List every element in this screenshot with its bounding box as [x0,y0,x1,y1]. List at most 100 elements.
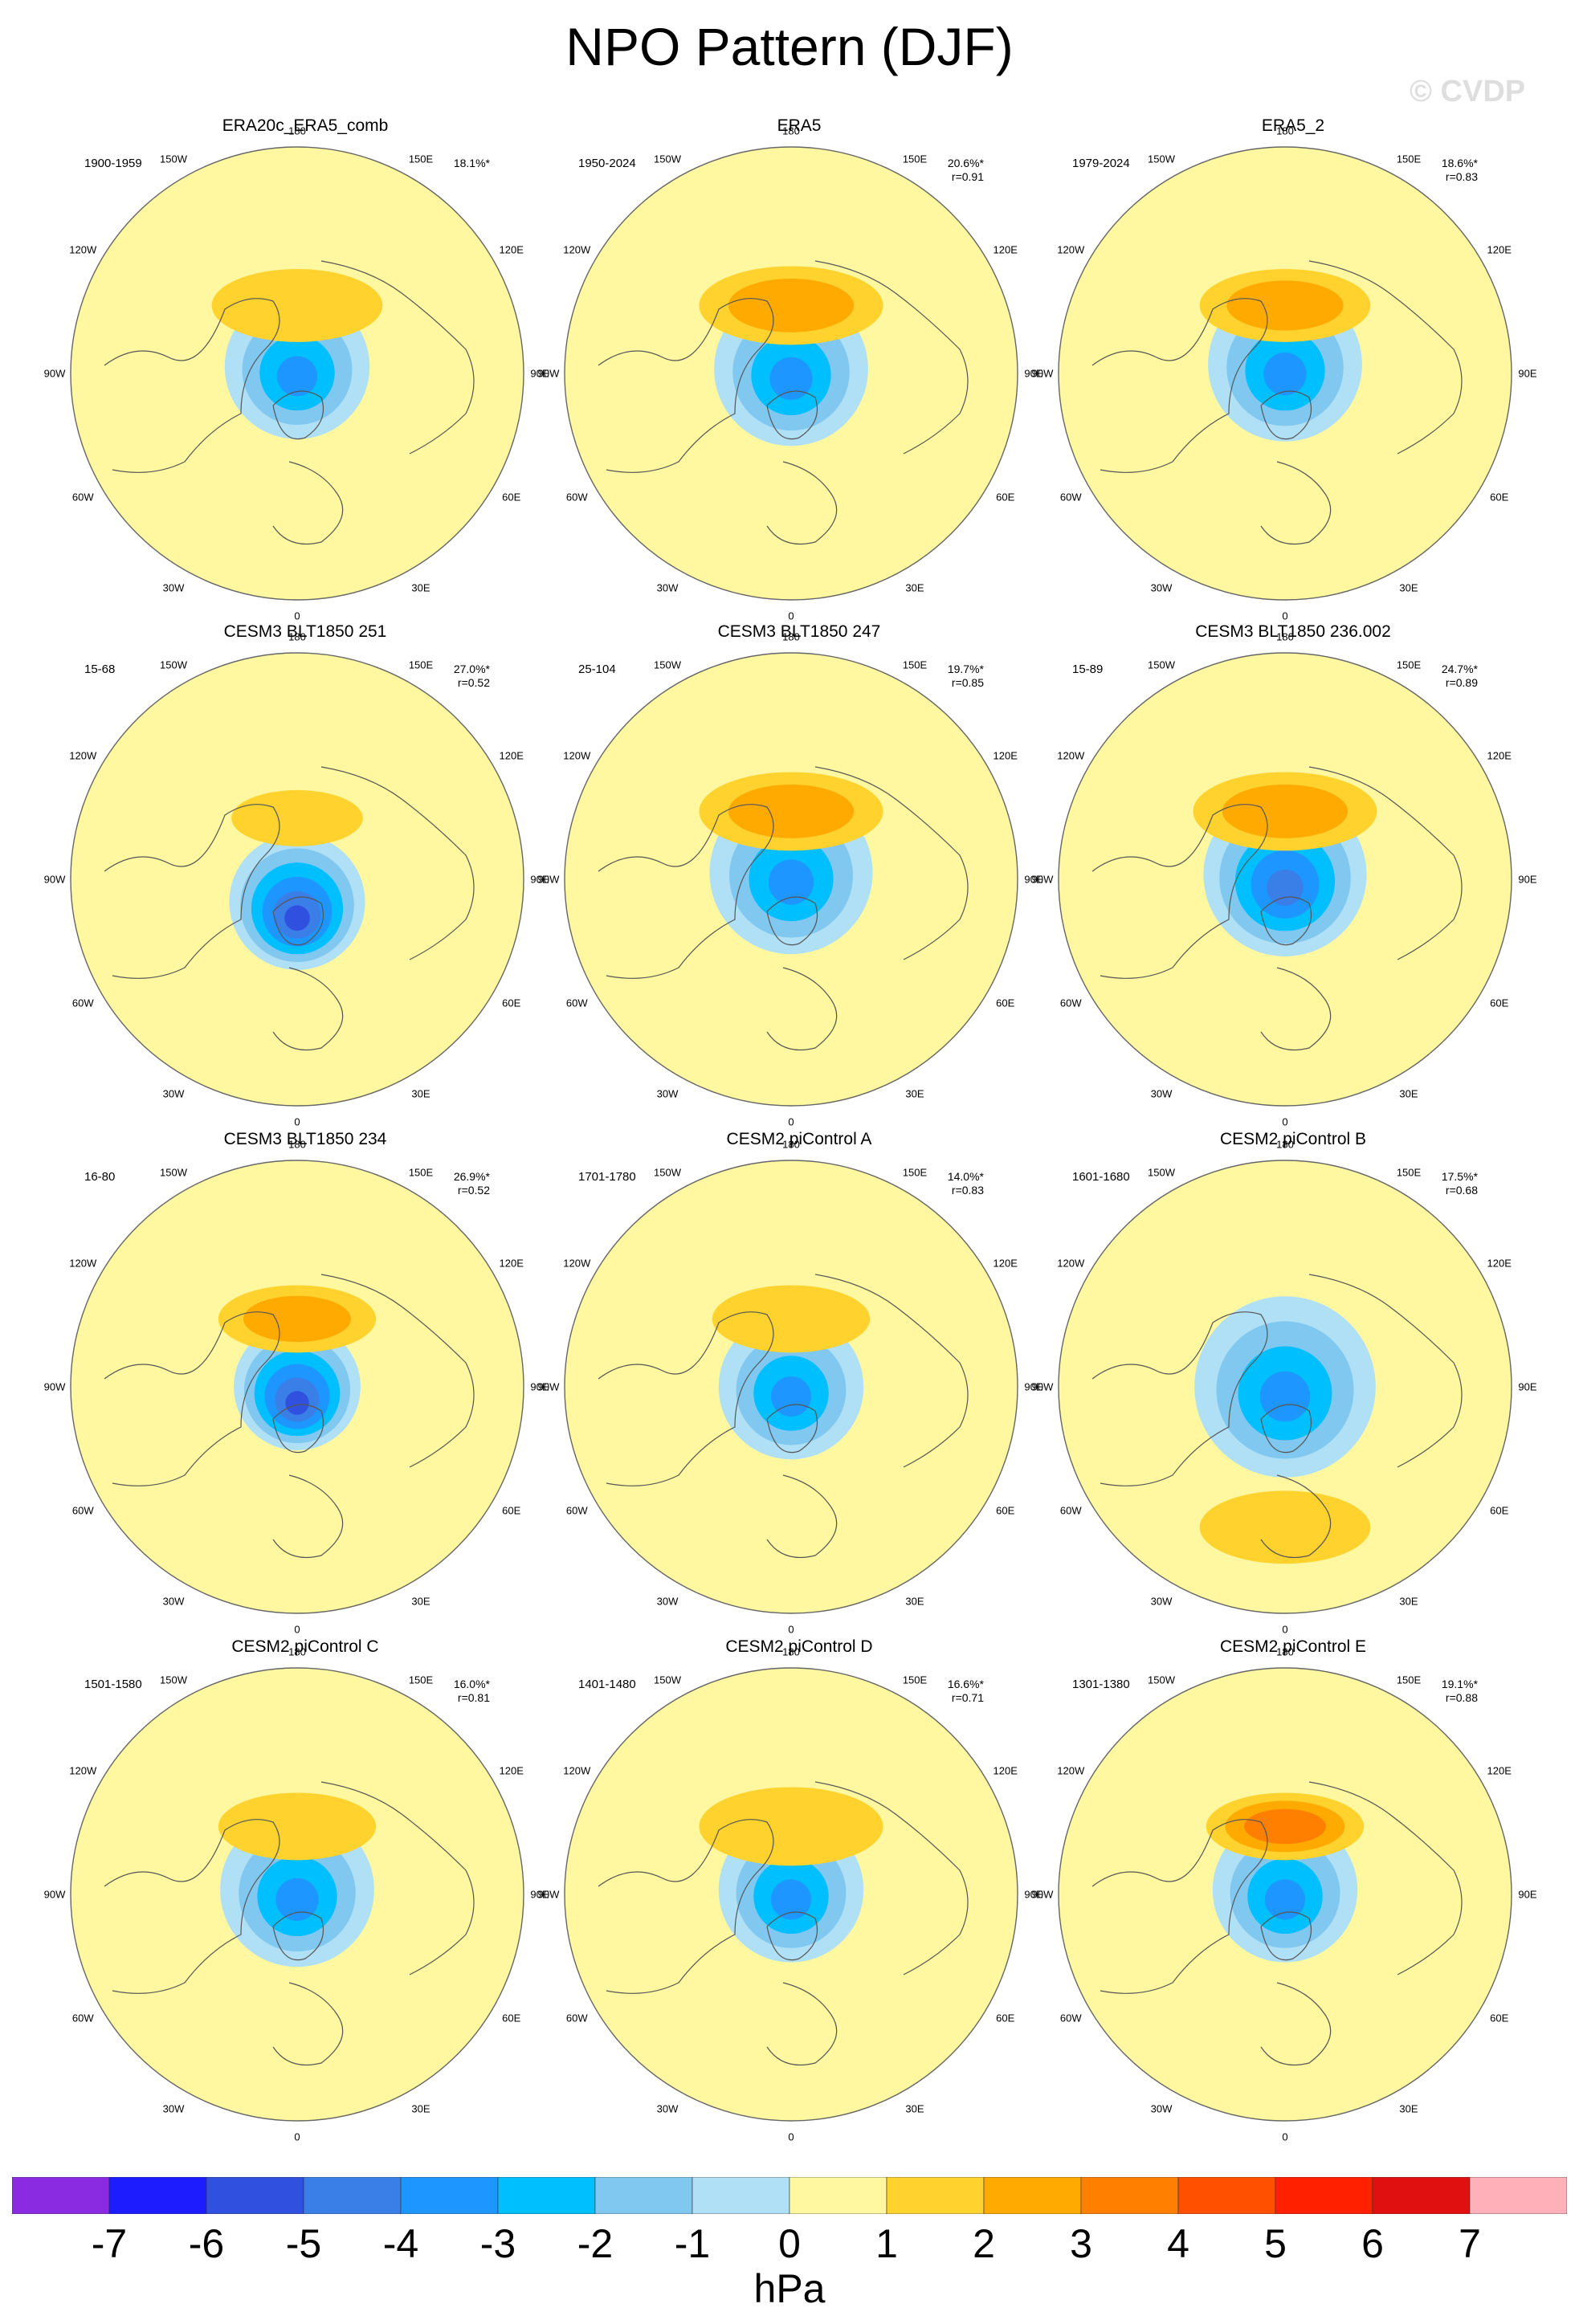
colorbar-swatch [12,2177,110,2214]
map-panel: CESM2 piControl D 1401-1480 16.6%* r=0.71 18… [538,1637,1048,2143]
longitude-label: 180 [782,124,800,137]
longitude-label: 30E [905,1087,924,1100]
longitude-label: 0 [294,1623,300,1636]
longitude-label: 180 [1276,1138,1294,1151]
longitude-label: 150W [1148,1166,1175,1179]
map-panel: CESM3 BLT1850 236.002 15-89 24.7%* r=0.89 18… [1032,622,1542,1128]
panel-years: 1950-2024 [578,157,636,170]
panel-percent-variance: 19.7%* [947,663,984,675]
panel-percent-variance: 17.5%* [1441,1170,1478,1183]
longitude-label: 150E [1396,1674,1422,1686]
panel-title: ERA5 [777,116,822,135]
coastline-europe [272,967,344,1051]
longitude-label: 150E [1396,153,1422,165]
map-panel: CESM3 BLT1850 234 16-80 26.9%* r=0.52 180 150… [44,1130,554,1636]
longitude-label: 90W [1031,367,1054,380]
colorbar-tick-label: 6 [1361,2221,1384,2266]
polar-map [1058,652,1512,1107]
longitude-label: 60E [1490,997,1509,1009]
longitude-label: 60W [1059,2012,1082,2024]
longitude-label: 30E [411,2102,430,2115]
positive-contour [728,278,855,332]
colorbar-swatch [400,2177,499,2214]
longitude-label: 0 [1282,610,1288,622]
longitude-label: 120E [499,1257,524,1270]
coastline-eurasia [1308,1781,1463,1975]
longitude-label: 150W [160,153,187,165]
panel-years: 1979-2024 [1072,157,1130,170]
longitude-label: 60E [1490,491,1509,504]
longitude-label: 120W [1057,749,1085,762]
map-panel: CESM2 piControl E 1301-1380 19.1%* r=0.88 18… [1032,1637,1542,2143]
longitude-label: 120E [499,1764,524,1777]
longitude-label: 90E [1518,1888,1537,1901]
map-border [70,1160,524,1614]
longitude-label: 120E [499,749,524,762]
positive-contour [231,789,363,846]
coastline-greenland [1260,1404,1312,1454]
longitude-label: 30W [1150,581,1173,594]
longitude-label: 120W [1057,1257,1085,1270]
coastline-europe [1260,967,1332,1051]
longitude-label: 90W [537,1888,560,1901]
coastline-north-america [1091,1819,1268,1994]
panel-title: CESM2 piControl A [726,1130,872,1148]
positive-contour [1199,1490,1371,1564]
longitude-label: 150E [408,153,434,165]
longitude-label: 0 [788,1623,794,1636]
longitude-label: 60E [1490,2012,1509,2024]
map-panel: CESM2 piControl A 1701-1780 14.0%* r=0.83 18… [538,1130,1048,1636]
polar-map [1058,146,1512,601]
longitude-label: 150W [654,658,681,671]
longitude-label: 180 [1276,630,1294,643]
longitude-label: 150W [1148,1674,1175,1686]
longitude-label: 90W [43,873,66,886]
longitude-label: 120E [1487,243,1512,256]
coastline-eurasia [1308,766,1463,960]
longitude-label: 90W [43,367,66,380]
colorbar-swatch [303,2177,402,2214]
polar-map [70,1667,524,2122]
longitude-label: 90W [1031,1888,1054,1901]
longitude-label: 0 [294,2130,300,2143]
longitude-label: 0 [294,1115,300,1128]
coastline-greenland [1260,896,1312,946]
colorbar-swatch [692,2177,790,2214]
colorbar-swatch [789,2177,887,2214]
panel-percent-variance: 16.6%* [947,1678,984,1690]
map-border [564,652,1018,1107]
longitude-label: 0 [294,610,300,622]
colorbar-tick-label: 3 [1070,2221,1092,2266]
colorbar-tick-label: 4 [1167,2221,1189,2266]
longitude-label: 150E [902,1166,928,1179]
coastline-greenland [272,1911,324,1961]
negative-contour [276,356,318,397]
longitude-label: 30W [656,2102,679,2115]
colorbar-units: hPa [753,2266,826,2311]
longitude-label: 60W [71,491,94,504]
longitude-label: 90W [537,1380,560,1393]
polar-map [564,1160,1018,1614]
negative-contour [284,905,310,932]
longitude-label: 150E [902,153,928,165]
colorbar-swatch [497,2177,596,2214]
longitude-label: 30E [411,1087,430,1100]
longitude-label: 180 [1276,1645,1294,1658]
colorbar-tick-label: -4 [382,2221,419,2266]
panel-percent-variance: 19.1%* [1441,1678,1478,1690]
longitude-label: 120W [563,749,591,762]
longitude-label: 150W [654,1674,681,1686]
coastline-eurasia [1308,260,1463,455]
positive-contour [1226,280,1344,331]
longitude-label: 150W [1148,153,1175,165]
longitude-label: 120E [1487,1764,1512,1777]
map-border [1058,146,1512,601]
longitude-label: 120W [1057,1764,1085,1777]
coastline-north-america [104,1311,280,1486]
coastline-europe [1260,461,1332,545]
longitude-label: 30E [1399,2102,1418,2115]
longitude-label: 150E [408,1674,434,1686]
longitude-label: 60W [1059,1504,1082,1517]
longitude-label: 30W [656,581,679,594]
coastlines [1091,1274,1463,1559]
